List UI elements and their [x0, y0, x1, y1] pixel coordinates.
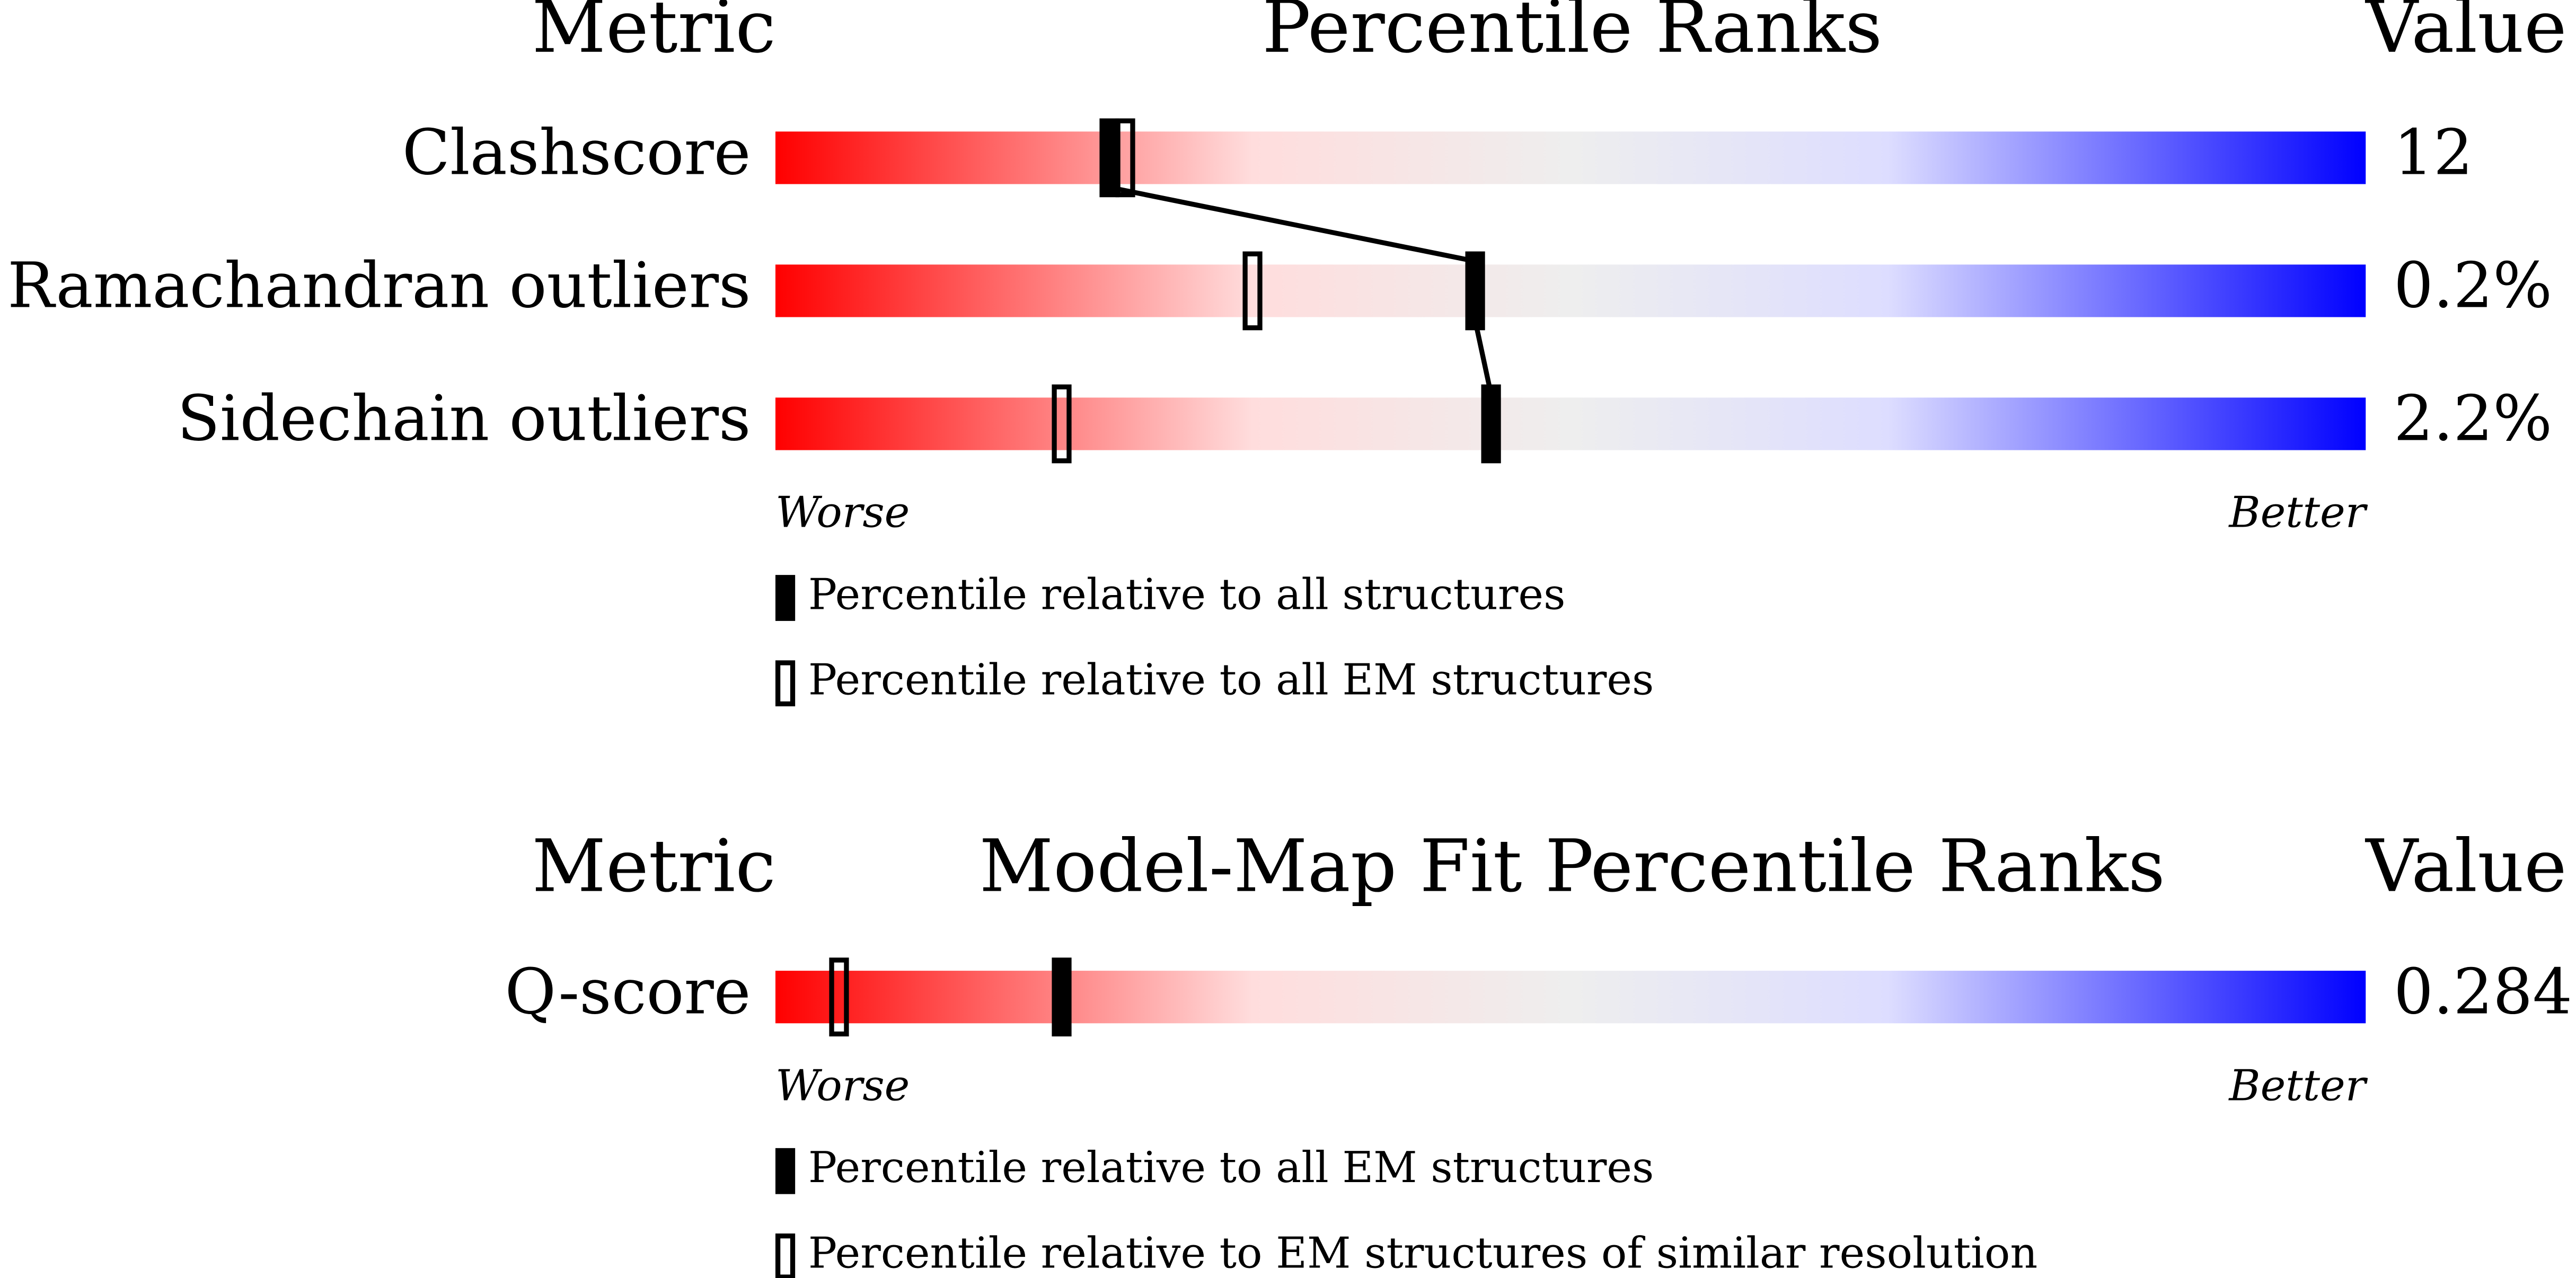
worse-label: Worse	[775, 488, 910, 538]
connector	[1109, 185, 1476, 264]
legend-label: Percentile relative to all EM structures	[808, 1143, 1654, 1193]
legend-label: Percentile relative to all structures	[808, 570, 1566, 620]
better-label: Better	[2228, 488, 2368, 538]
panel-title: Model-Map Fit Percentile Ranks	[980, 824, 2165, 909]
percentile-bar	[775, 131, 2366, 184]
percentile-bar	[775, 971, 2366, 1024]
legend-label: Percentile relative to EM structures of …	[808, 1228, 2037, 1278]
better-label: Better	[2228, 1061, 2368, 1111]
metric-value: 2.2%	[2394, 383, 2552, 455]
rank-marker-open	[829, 957, 849, 1037]
legend-swatch-filled	[775, 575, 796, 621]
legend-label: Percentile relative to all EM structures	[808, 655, 1654, 705]
percentile-bar	[775, 264, 2366, 317]
value-header: Value	[2365, 824, 2566, 909]
legend-swatch-open	[775, 1233, 796, 1278]
rank-marker-filled	[1481, 384, 1501, 464]
metric-header: Metric	[532, 824, 775, 909]
connector	[1472, 320, 1494, 395]
rank-marker-open	[1115, 118, 1135, 198]
legend-swatch-open	[775, 660, 796, 707]
metric-label: Ramachandran outliers	[7, 249, 751, 322]
rank-marker-open	[1242, 251, 1263, 331]
legend-swatch-filled	[775, 1148, 796, 1194]
rank-marker-filled	[1052, 957, 1072, 1037]
value-header: Value	[2365, 0, 2566, 69]
metric-label: Sidechain outliers	[177, 383, 751, 455]
panel-title: Percentile Ranks	[1262, 0, 1882, 69]
metric-label: Clashscore	[402, 116, 751, 189]
percentile-bar	[775, 397, 2366, 450]
metric-value: 12	[2394, 116, 2473, 189]
rank-marker-open	[1052, 384, 1072, 464]
metric-label: Q-score	[505, 955, 751, 1028]
worse-label: Worse	[775, 1061, 910, 1111]
metric-header: Metric	[532, 0, 775, 69]
rank-marker-filled	[1465, 251, 1485, 331]
metric-value: 0.2%	[2394, 249, 2552, 322]
metric-value: 0.284	[2394, 955, 2572, 1028]
